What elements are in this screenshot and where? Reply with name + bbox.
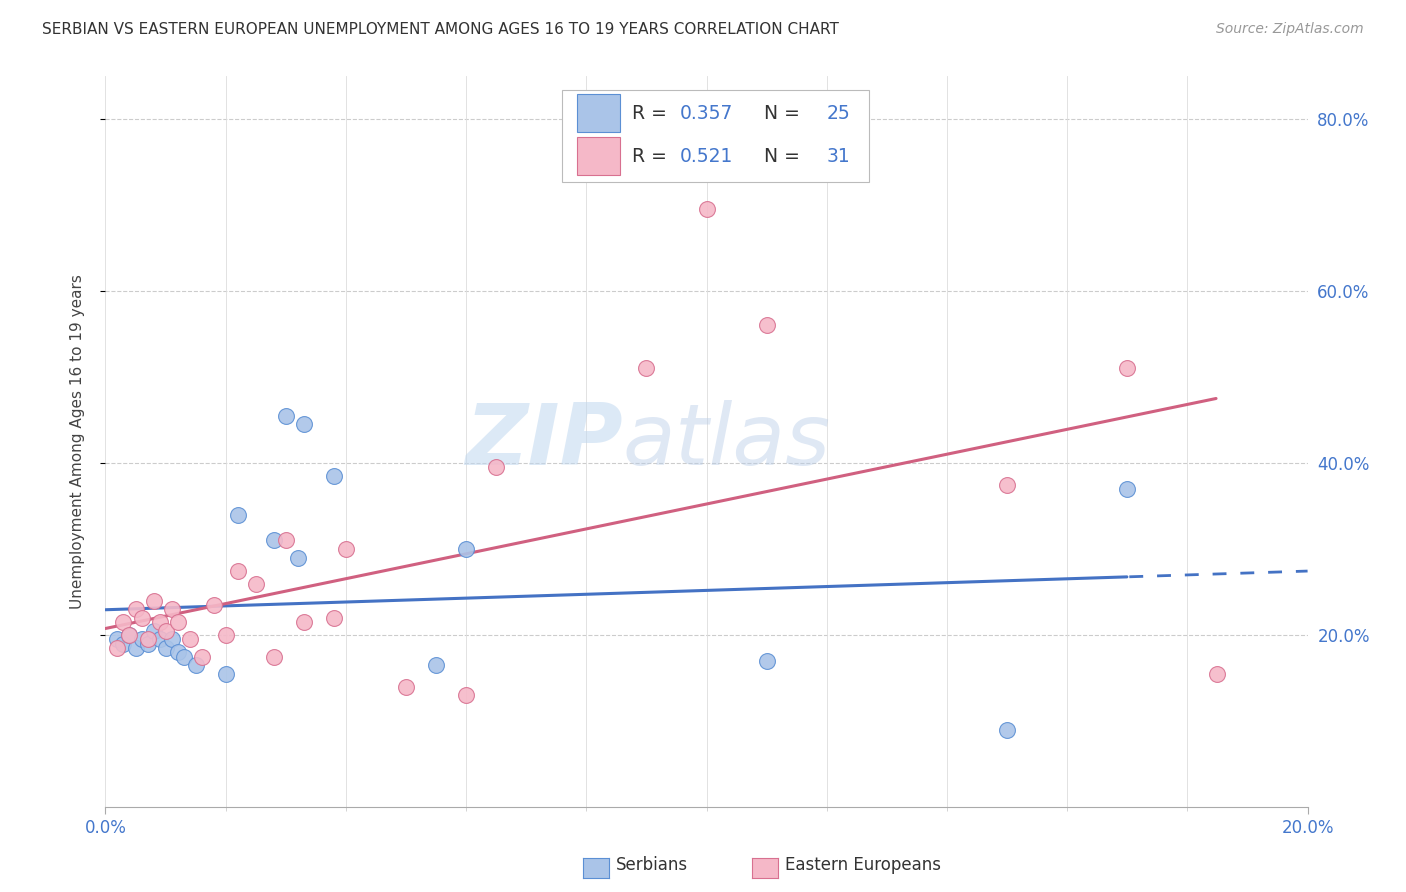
Point [118, 628, 141, 642]
Point [636, 361, 658, 376]
Point [322, 611, 344, 625]
Point [124, 602, 146, 616]
Point [755, 318, 778, 333]
Text: Eastern Europeans: Eastern Europeans [785, 856, 941, 874]
Point [131, 611, 153, 625]
Point [425, 658, 447, 673]
Point [155, 641, 177, 656]
Point [136, 637, 159, 651]
Point [131, 632, 153, 647]
Point [292, 417, 315, 432]
Point [485, 460, 508, 475]
Point [1116, 361, 1139, 376]
Point [142, 624, 165, 638]
Point [184, 658, 207, 673]
Point [245, 576, 267, 591]
Point [148, 615, 170, 630]
Point [160, 602, 183, 616]
Text: Source: ZipAtlas.com: Source: ZipAtlas.com [1216, 22, 1364, 37]
Text: SERBIAN VS EASTERN EUROPEAN UNEMPLOYMENT AMONG AGES 16 TO 19 YEARS CORRELATION C: SERBIAN VS EASTERN EUROPEAN UNEMPLOYMENT… [42, 22, 839, 37]
Point [274, 409, 297, 423]
Text: 31: 31 [827, 147, 851, 166]
Text: 25: 25 [827, 103, 851, 123]
Point [118, 628, 141, 642]
Point [274, 533, 297, 548]
Point [142, 593, 165, 607]
Point [155, 624, 177, 638]
Point [112, 615, 135, 630]
Point [263, 649, 285, 664]
FancyBboxPatch shape [576, 137, 620, 176]
Point [995, 723, 1018, 737]
Point [179, 632, 201, 647]
Point [322, 469, 344, 483]
Point [995, 477, 1018, 491]
Text: N =: N = [752, 147, 806, 166]
FancyBboxPatch shape [576, 95, 620, 132]
Point [1116, 482, 1139, 496]
Text: ZIP: ZIP [465, 400, 623, 483]
Point [214, 628, 236, 642]
Point [755, 654, 778, 668]
Point [124, 641, 146, 656]
Point [226, 564, 249, 578]
Point [148, 632, 170, 647]
Point [1206, 666, 1229, 681]
Point [166, 615, 188, 630]
Point [107, 641, 129, 656]
Point [214, 666, 236, 681]
Text: R =: R = [631, 147, 673, 166]
Point [226, 508, 249, 522]
FancyBboxPatch shape [562, 90, 869, 182]
Point [107, 632, 129, 647]
Y-axis label: Unemployment Among Ages 16 to 19 years: Unemployment Among Ages 16 to 19 years [70, 274, 84, 609]
Point [202, 598, 225, 612]
Text: Serbians: Serbians [616, 856, 688, 874]
Point [112, 637, 135, 651]
Point [136, 632, 159, 647]
Text: N =: N = [752, 103, 806, 123]
Point [190, 649, 212, 664]
Text: 0.357: 0.357 [681, 103, 734, 123]
Point [292, 615, 315, 630]
Text: 0.521: 0.521 [681, 147, 734, 166]
Text: R =: R = [631, 103, 673, 123]
Point [696, 202, 718, 217]
Point [335, 542, 357, 557]
Point [166, 645, 188, 659]
Point [160, 632, 183, 647]
Point [173, 649, 195, 664]
Point [454, 689, 477, 703]
Point [263, 533, 285, 548]
Point [287, 550, 309, 565]
Point [454, 542, 477, 557]
Text: atlas: atlas [623, 400, 831, 483]
Point [395, 680, 418, 694]
